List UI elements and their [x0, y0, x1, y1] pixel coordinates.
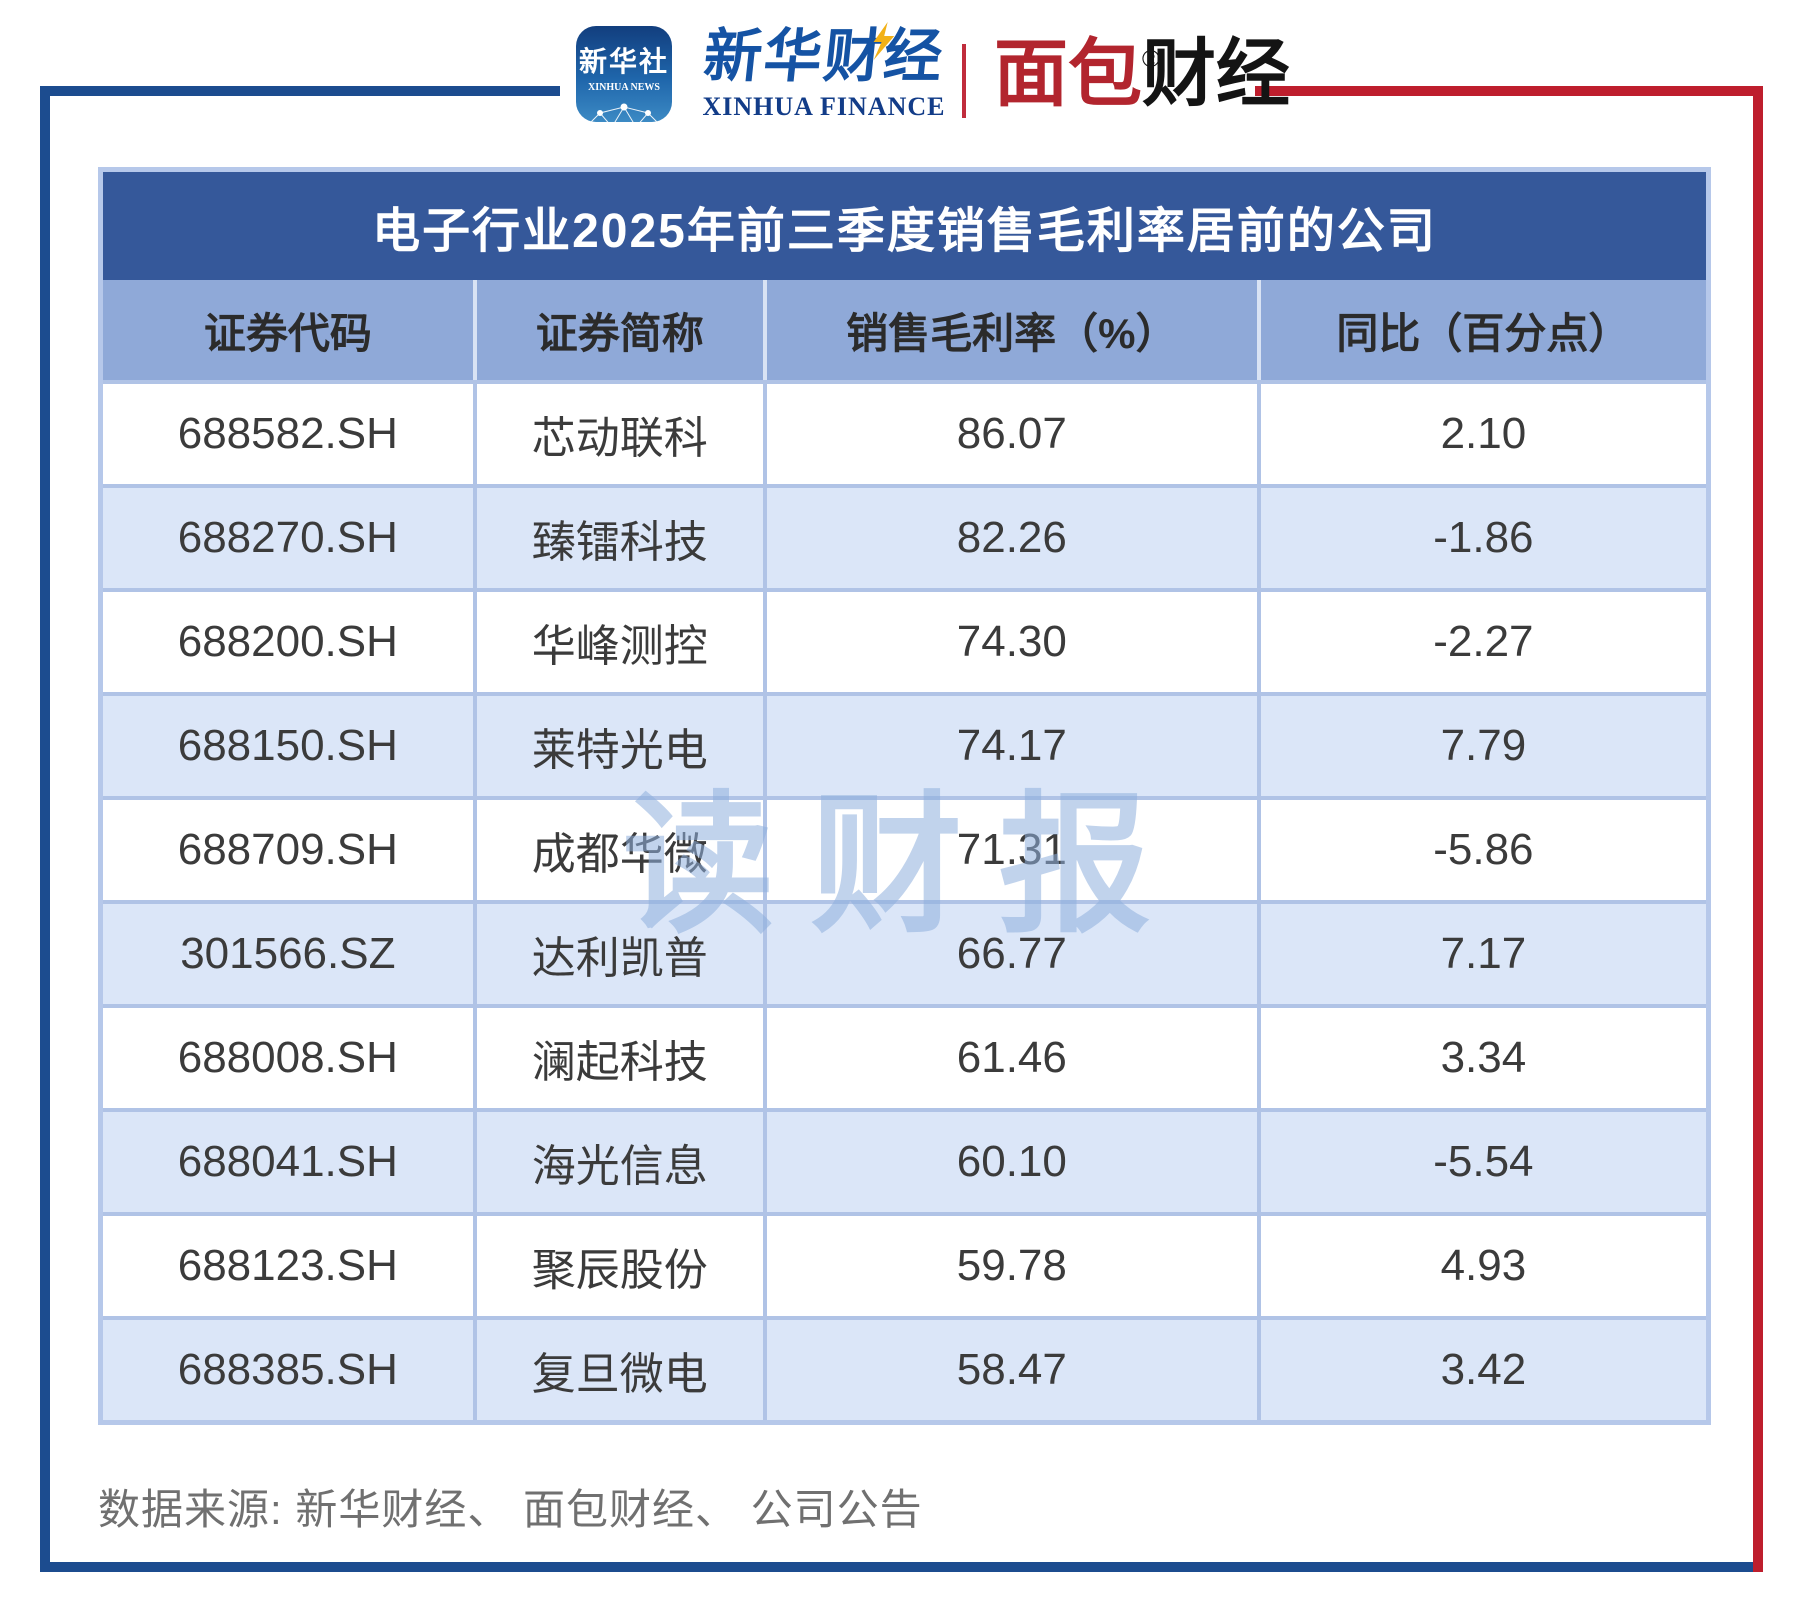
cell-name: 华峰测控: [477, 592, 767, 692]
xinhua-finance-en-label: XINHUA FINANCE: [702, 92, 946, 121]
cell-name: 臻镭科技: [477, 488, 767, 588]
col-header-yoy: 同比（百分点）: [1336, 309, 1631, 357]
cell-code: 688385.SH: [103, 1320, 477, 1420]
cell-margin: 58.47: [767, 1320, 1261, 1420]
cell-yoy: -1.86: [1433, 513, 1534, 562]
cell-margin: 71.31: [767, 800, 1261, 900]
cell-code: 301566.SZ: [103, 904, 477, 1004]
logo-divider-line: [962, 44, 966, 118]
table-row: 688123.SH 聚辰股份 59.78 4.93: [103, 1212, 1706, 1316]
xinhua-icon-en-label: XINHUA NEWS: [588, 82, 660, 93]
mianbao-finance-logo: 面包财经 ®: [994, 34, 1290, 114]
cell-margin: 74.30: [767, 592, 1261, 692]
cell-yoy: 7.79: [1440, 721, 1527, 770]
xinhua-finance-logo: 新华财经 XINHUA FINANCE: [690, 22, 958, 122]
cell-code: 688200.SH: [103, 592, 477, 692]
cell-name: 聚辰股份: [477, 1216, 767, 1316]
xinhua-news-app-icon: 新华社 XINHUA NEWS: [576, 26, 672, 122]
frame-right-line: [1753, 86, 1763, 1572]
frame-top-right-line: [1255, 86, 1763, 96]
col-header-name: 证券简称: [477, 280, 767, 380]
cell-yoy: 7.17: [1440, 929, 1527, 978]
table-row: 688709.SH 成都华微 71.31 -5.86: [103, 796, 1706, 900]
cell-name: 达利凯普: [477, 904, 767, 1004]
cell-code: 688270.SH: [103, 488, 477, 588]
cell-yoy: -5.54: [1433, 1137, 1534, 1186]
cell-yoy: 3.34: [1440, 1033, 1527, 1082]
col-header-code: 证券代码: [103, 280, 477, 380]
cell-name: 莱特光电: [477, 696, 767, 796]
registered-mark: ®: [1142, 46, 1160, 73]
cell-name: 海光信息: [477, 1112, 767, 1212]
table-header-row: 证券代码 证券简称 销售毛利率（%） 同比（百分点）: [103, 280, 1706, 380]
cell-code: 688582.SH: [103, 384, 477, 484]
frame-top-left-line: [40, 86, 560, 96]
cell-name: 芯动联科: [477, 384, 767, 484]
cell-margin: 59.78: [767, 1216, 1261, 1316]
cell-margin: 86.07: [767, 384, 1261, 484]
cell-code: 688709.SH: [103, 800, 477, 900]
cell-yoy: -5.86: [1433, 825, 1534, 874]
col-header-margin: 销售毛利率（%）: [767, 280, 1261, 380]
cell-margin: 74.17: [767, 696, 1261, 796]
cell-yoy: 2.10: [1440, 409, 1527, 458]
margin-ranking-table: 电子行业2025年前三季度销售毛利率居前的公司 证券代码 证券简称 销售毛利率（…: [98, 167, 1711, 1425]
xinhua-finance-cn-label: 新华财经: [700, 22, 948, 89]
lightning-bolt-icon: [873, 22, 895, 60]
mianbao-black-label: 财经: [1142, 32, 1290, 115]
cell-name: 成都华微: [477, 800, 767, 900]
cell-margin: 61.46: [767, 1008, 1261, 1108]
table-row: 301566.SZ 达利凯普 66.77 7.17: [103, 900, 1706, 1004]
table-row: 688150.SH 莱特光电 74.17 7.79: [103, 692, 1706, 796]
frame-left-line: [40, 86, 50, 1572]
table-title: 电子行业2025年前三季度销售毛利率居前的公司: [103, 172, 1706, 280]
cell-code: 688008.SH: [103, 1008, 477, 1108]
mianbao-red-label: 面包: [994, 32, 1142, 115]
cell-name: 复旦微电: [477, 1320, 767, 1420]
network-graphic-icon: [590, 103, 658, 122]
cell-name: 澜起科技: [477, 1008, 767, 1108]
cell-yoy: 3.42: [1440, 1345, 1527, 1394]
table-row: 688200.SH 华峰测控 74.30 -2.27: [103, 588, 1706, 692]
table-row: 688008.SH 澜起科技 61.46 3.34: [103, 1004, 1706, 1108]
cell-margin: 82.26: [767, 488, 1261, 588]
cell-code: 688123.SH: [103, 1216, 477, 1316]
table-row: 688582.SH 芯动联科 86.07 2.10: [103, 380, 1706, 484]
data-source-note: 数据来源: 新华财经、 面包财经、 公司公告: [98, 1486, 923, 1533]
cell-code: 688150.SH: [103, 696, 477, 796]
table-row: 688041.SH 海光信息 60.10 -5.54: [103, 1108, 1706, 1212]
cell-margin: 60.10: [767, 1112, 1261, 1212]
frame-bottom-line: [40, 1562, 1753, 1572]
xinhua-icon-cn-label: 新华社: [578, 46, 669, 77]
cell-yoy: 4.93: [1440, 1241, 1527, 1290]
cell-yoy: -2.27: [1433, 617, 1534, 666]
table-body: 688582.SH 芯动联科 86.07 2.10 688270.SH 臻镭科技 82.26…: [103, 380, 1706, 1420]
table-row: 688270.SH 臻镭科技 82.26 -1.86: [103, 484, 1706, 588]
table-row: 688385.SH 复旦微电 58.47 3.42: [103, 1316, 1706, 1420]
cell-margin: 66.77: [767, 904, 1261, 1004]
cell-code: 688041.SH: [103, 1112, 477, 1212]
